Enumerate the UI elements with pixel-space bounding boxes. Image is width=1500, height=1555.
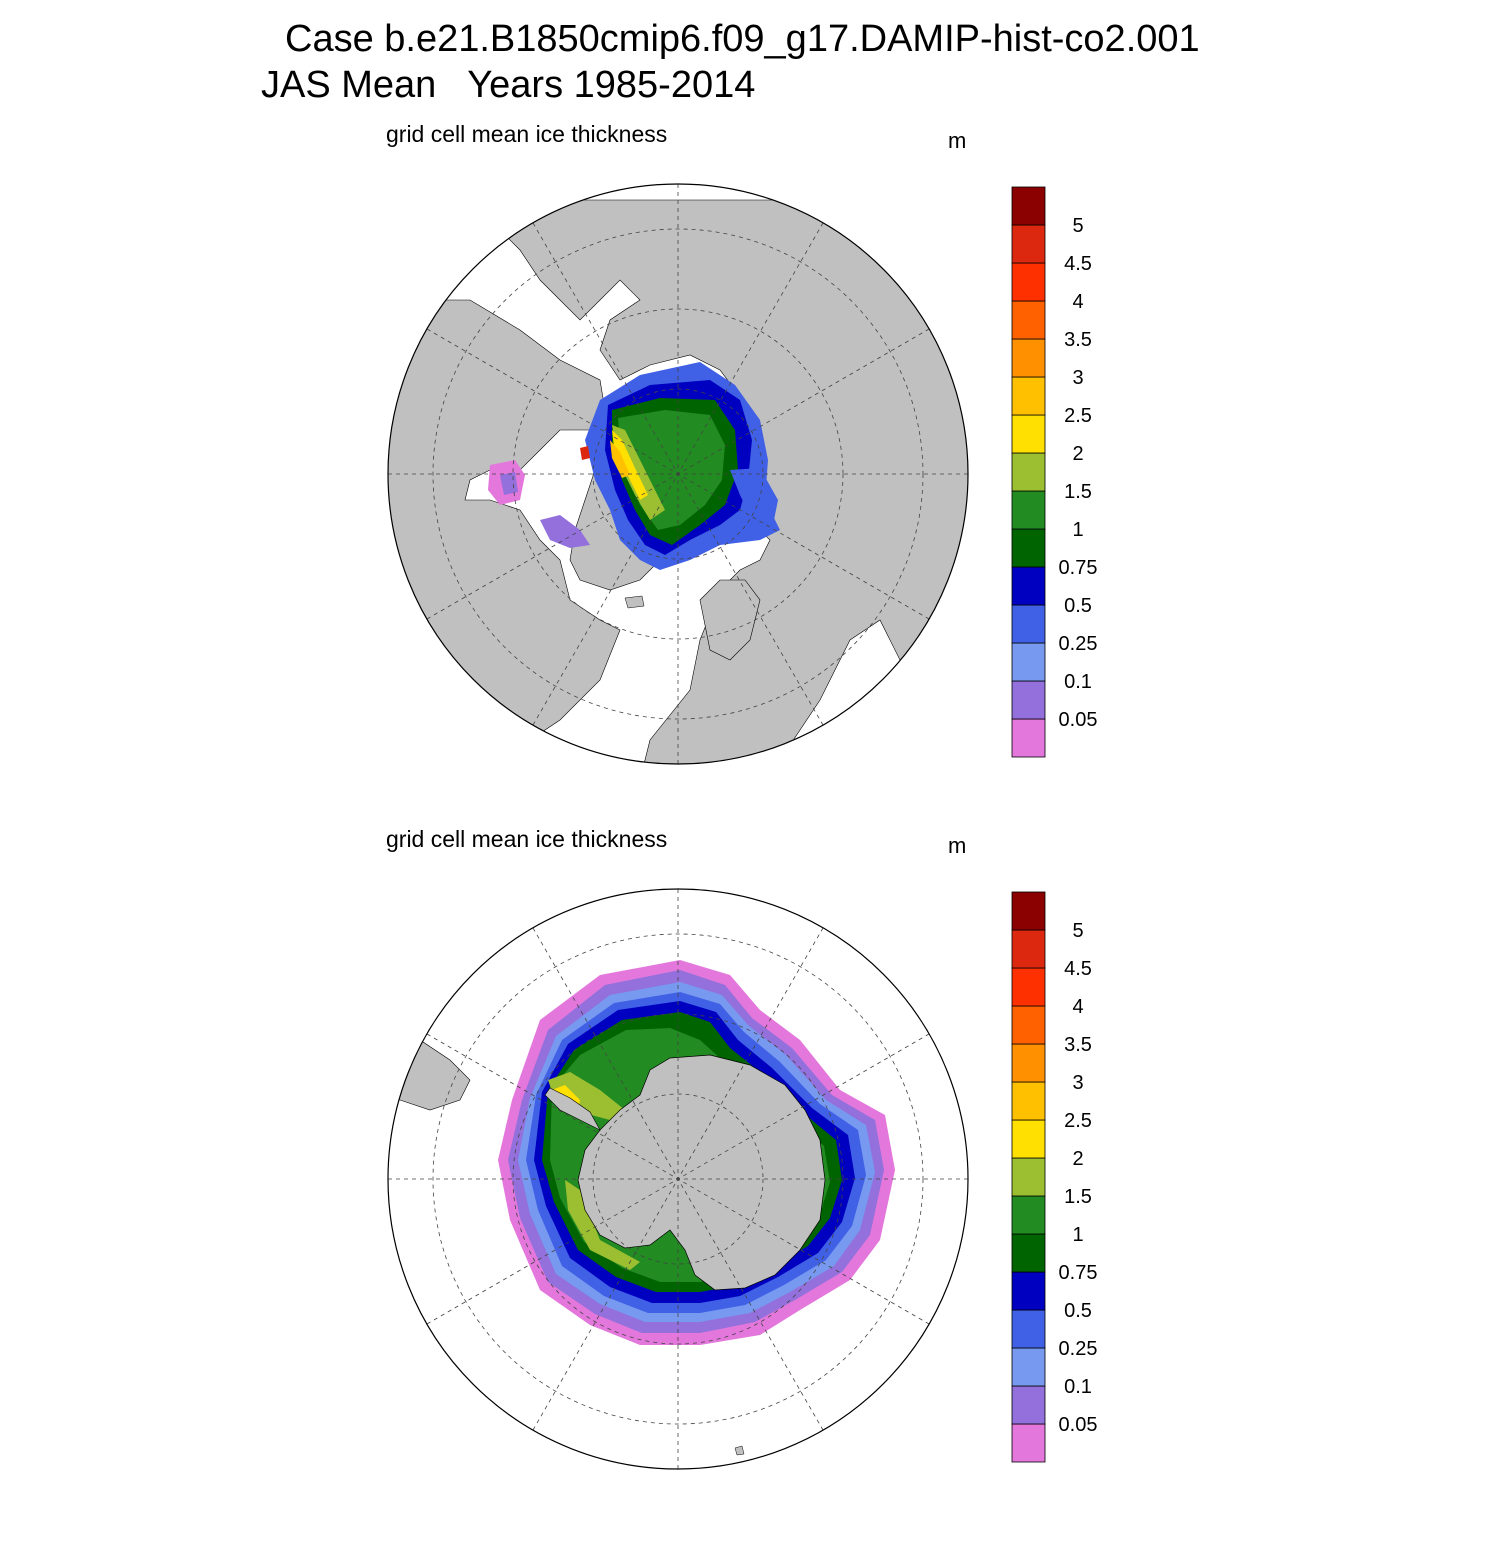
south-colorbar-tick-label: 1: [1072, 1224, 1083, 1246]
south-colorbar-tick-label: 0.5: [1064, 1300, 1092, 1322]
south-colorbar-box: [1011, 1195, 1046, 1235]
south-colorbar-tick-label: 0.05: [1059, 1414, 1098, 1436]
south-panel-units-label: m: [948, 833, 967, 858]
ice-band-3: [610, 440, 630, 478]
weddell-ice-2: [548, 1072, 625, 1120]
north-colorbar-box: [1011, 490, 1046, 530]
south-colorbar-box: [1011, 967, 1046, 1007]
south-colorbar-tick-label: 3.5: [1064, 1034, 1092, 1056]
south-colorbar-tick-label: 2.5: [1064, 1110, 1092, 1132]
north-colorbar-tick-label: 0.25: [1059, 633, 1098, 655]
south-colorbar-box: [1011, 1081, 1046, 1121]
north-colorbar-box: [1011, 528, 1046, 568]
north-colorbar-tick-label: 4.5: [1064, 253, 1092, 275]
north-colorbar-tick-label: 0.5: [1064, 595, 1092, 617]
south-colorbar-box: [1011, 1309, 1046, 1349]
north-colorbar-box: [1011, 566, 1046, 606]
south-colorbar-box: [1011, 891, 1046, 931]
ice-band-5: [580, 446, 590, 460]
ice-band-2-5: [612, 430, 648, 500]
south-colorbar-tick-label: 4.5: [1064, 958, 1092, 980]
north-colorbar-box: [1011, 452, 1046, 492]
north-panel-units-label: m: [948, 128, 967, 153]
antarctica-land: [577, 1054, 826, 1291]
south-colorbar-box: [1011, 1271, 1046, 1311]
period-title: JAS Mean Years 1985-2014: [261, 64, 756, 106]
baffin-bay-ice: [540, 515, 590, 548]
north-colorbar-tick-label: 5: [1072, 215, 1083, 237]
north-colorbar-box: [1011, 680, 1046, 720]
north-colorbar-tick-label: 0.75: [1059, 557, 1098, 579]
north-colorbar-tick-label: 2: [1072, 443, 1083, 465]
south-colorbar-tick-label: 1.5: [1064, 1186, 1092, 1208]
south-colorbar-box: [1011, 1043, 1046, 1083]
south-graticule: [388, 889, 968, 1469]
south-colorbar-tick-label: 0.1: [1064, 1376, 1092, 1398]
south-colorbar-tick-label: 4: [1072, 996, 1083, 1018]
north-colorbar-box: [1011, 414, 1046, 454]
north-colorbar-tick-label: 1: [1072, 519, 1083, 541]
north-colorbar-tick-label: 0.1: [1064, 671, 1092, 693]
north-colorbar-tick-label: 4: [1072, 291, 1083, 313]
antarctic-peninsula-land: [544, 1087, 601, 1131]
north-colorbar-box: [1011, 186, 1046, 226]
south-panel-variable-label: grid cell mean ice thickness: [386, 826, 668, 852]
north-colorbar-box: [1011, 376, 1046, 416]
south-colorbar-tick-label: 5: [1072, 920, 1083, 942]
south-colorbar: 0.05 0.1 0.25 0.5 0.75 1 1.5 2 2.5 3 3.5 4 4.5 5: [1011, 891, 1098, 1463]
north-colorbar-tick-label: 0.05: [1059, 709, 1098, 731]
okhotsk-margin-ice: [730, 468, 778, 530]
north-colorbar-tick-label: 3.5: [1064, 329, 1092, 351]
south-colorbar-box: [1011, 1233, 1046, 1273]
north-colorbar: 0.05 0.1 0.25 0.5 0.75 1 1.5 2 2.5 3 3.5 4 4.5 5: [1011, 186, 1098, 758]
north-colorbar-box: [1011, 642, 1046, 682]
north-colorbar-tick-label: 1.5: [1064, 481, 1092, 503]
south-colorbar-tick-label: 0.75: [1059, 1262, 1098, 1284]
south-colorbar-box: [1011, 1005, 1046, 1045]
north-colorbar-box: [1011, 262, 1046, 302]
iceland-land: [624, 595, 645, 609]
south-polar-map: 0.05 0.1 0.25 0.5 0.75 1 1.5 2 2.5 3 3.5 4 4.5 5: [387, 888, 1098, 1470]
north-colorbar-box: [1011, 224, 1046, 264]
north-graticule: [388, 184, 968, 764]
north-colorbar-box: [1011, 604, 1046, 644]
hudson-bay-thin-ice-2: [500, 472, 518, 495]
north-polar-map: 0.05 0.1 0.25 0.5 0.75 1 1.5 2 2.5 3 3.5 4 4.5 5: [387, 183, 1098, 765]
north-colorbar-tick-label: 2.5: [1064, 405, 1092, 427]
south-colorbar-tick-label: 2: [1072, 1148, 1083, 1170]
south-colorbar-box: [1011, 1347, 1046, 1387]
north-panel-variable-label: grid cell mean ice thickness: [386, 121, 668, 147]
south-colorbar-tick-label: 3: [1072, 1072, 1083, 1094]
case-title: Case b.e21.B1850cmip6.f09_g17.DAMIP-hist…: [285, 18, 1200, 60]
south-colorbar-box: [1011, 1157, 1046, 1197]
north-colorbar-box: [1011, 718, 1046, 758]
south-colorbar-tick-label: 0.25: [1059, 1338, 1098, 1360]
north-colorbar-tick-label: 3: [1072, 367, 1083, 389]
south-colorbar-box: [1011, 1423, 1046, 1463]
south-colorbar-box: [1011, 1119, 1046, 1159]
north-colorbar-box: [1011, 338, 1046, 378]
north-colorbar-box: [1011, 300, 1046, 340]
south-map-border: [387, 888, 969, 1470]
south-colorbar-box: [1011, 1385, 1046, 1425]
north-map-border: [387, 183, 969, 765]
south-colorbar-box: [1011, 929, 1046, 969]
subantarctic-island: [734, 1445, 745, 1456]
